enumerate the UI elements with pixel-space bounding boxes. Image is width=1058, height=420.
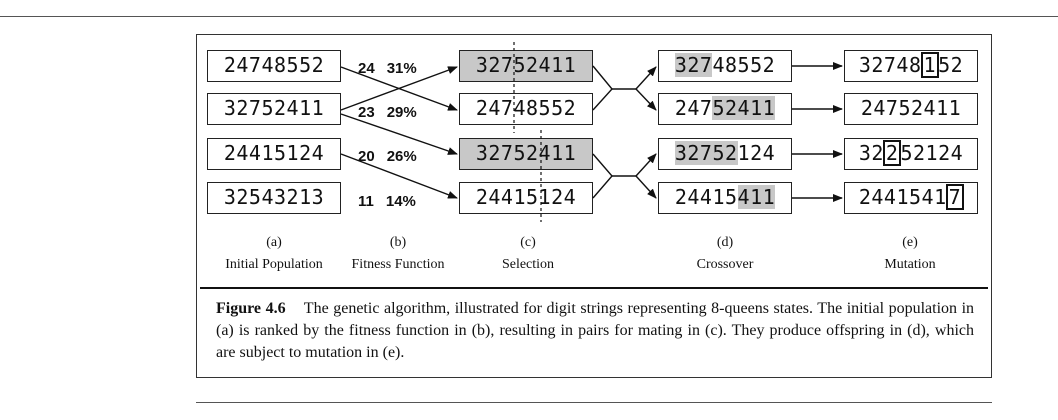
selection-box-3: 32752411 <box>459 138 593 170</box>
mutation-box-1: 32748 1 52 <box>844 50 978 82</box>
fitness-score: 24 <box>358 60 375 77</box>
selection-box-4: 24415124 <box>459 182 593 214</box>
mutated-digit: 1 <box>920 52 940 78</box>
population-box-1: 24748552 <box>207 50 341 82</box>
mutation-box-2: 24752411 <box>844 93 978 125</box>
fitness-score: 23 <box>358 104 375 121</box>
population-box-4: 32543213 <box>207 182 341 214</box>
fitness-row-4: 11 14% <box>358 193 416 210</box>
mutation-suffix: 52124 <box>900 141 964 165</box>
crossover-segment-parent-a: 32752 <box>674 141 738 165</box>
column-title: Initial Population <box>225 257 323 272</box>
crossover-arrow-2 <box>635 88 657 111</box>
crossover-segment-parent-a: 327 <box>674 53 713 77</box>
mutation-suffix: 52 <box>938 53 964 77</box>
fitness-percent: 26% <box>386 148 417 165</box>
fitness-row-1: 24 31% <box>358 60 417 77</box>
crossover-fork-top <box>592 65 613 111</box>
caption-text: The genetic algorithm, illustrated for d… <box>216 300 975 361</box>
crossover-box-2: 24752411 <box>658 93 792 125</box>
column-letter: (c) <box>520 235 536 250</box>
fitness-score: 20 <box>358 148 375 165</box>
mutation-box-4: 2441541 7 <box>844 182 978 214</box>
bottom-rule <box>196 402 992 403</box>
fitness-percent: 29% <box>386 104 417 121</box>
fitness-percent: 14% <box>385 193 416 210</box>
crossover-arrow-3 <box>635 153 657 177</box>
column-label-d: (d) Crossover <box>640 232 810 276</box>
column-title: Fitness Function <box>351 257 445 272</box>
column-label-a: (a) Initial Population <box>189 232 359 276</box>
figure-frame <box>196 34 992 378</box>
selection-box-2: 24748552 <box>459 93 593 125</box>
fitness-row-3: 20 26% <box>358 148 417 165</box>
mutation-prefix: 32748 <box>858 53 922 77</box>
mutated-digit: 2 <box>882 140 902 166</box>
crossover-segment-parent-b: 48552 <box>712 53 776 77</box>
mutated-digit: 7 <box>945 184 965 210</box>
crossover-box-3: 32752124 <box>658 138 792 170</box>
column-label-b: (b) Fitness Function <box>313 232 483 276</box>
selection-arrow-2 <box>340 66 458 111</box>
crossover-segment-parent-b: 24415 <box>674 185 738 209</box>
crossover-arrow-1 <box>635 66 657 90</box>
column-title: Crossover <box>696 257 754 272</box>
column-title: Selection <box>501 257 555 272</box>
crossover-fork-bottom <box>592 153 613 199</box>
mutation-prefix: 2441541 <box>858 185 947 209</box>
fitness-score: 11 <box>358 193 374 210</box>
column-label-e: (e) Mutation <box>825 232 995 276</box>
fitness-row-2: 23 29% <box>358 104 417 121</box>
mutation-prefix: 32 <box>858 141 884 165</box>
crossover-segment-parent-a: 411 <box>737 185 776 209</box>
crossover-arrow-4 <box>635 175 657 199</box>
figure-number: Figure 4.6 <box>216 300 286 317</box>
column-label-c: (c) Selection <box>443 232 613 276</box>
column-title: Mutation <box>884 257 936 272</box>
mutation-prefix: 24752411 <box>860 96 962 120</box>
caption-rule <box>200 287 988 289</box>
crossover-segment-parent-b: 124 <box>737 141 776 165</box>
crossover-box-4: 24415411 <box>658 182 792 214</box>
selection-arrow-4 <box>340 153 458 199</box>
column-letter: (d) <box>716 235 734 250</box>
column-letter: (a) <box>266 235 282 250</box>
figure-caption: Figure 4.6 The genetic algorithm, illust… <box>216 298 974 364</box>
column-letter: (e) <box>902 235 918 250</box>
selection-arrow-3 <box>340 113 458 155</box>
fitness-percent: 31% <box>386 60 417 77</box>
population-box-2: 32752411 <box>207 93 341 125</box>
top-rule <box>0 16 1058 17</box>
population-box-3: 24415124 <box>207 138 341 170</box>
column-letter: (b) <box>389 235 407 250</box>
mutation-box-3: 32 2 52124 <box>844 138 978 170</box>
crossover-box-1: 32748552 <box>658 50 792 82</box>
crossover-segment-parent-b: 247 <box>674 96 713 120</box>
selection-box-1: 32752411 <box>459 50 593 82</box>
crossover-segment-parent-a: 52411 <box>712 96 776 120</box>
